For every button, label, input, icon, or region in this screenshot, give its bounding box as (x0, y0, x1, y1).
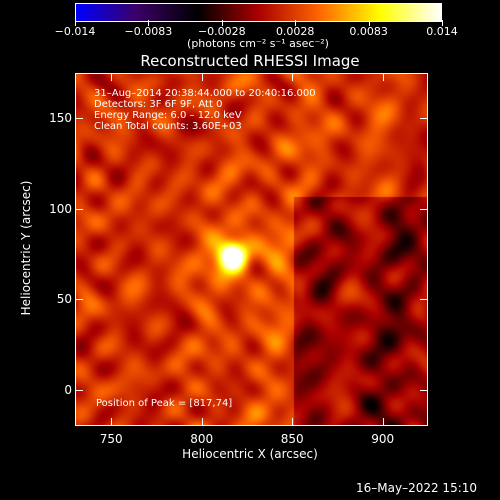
colorbar-tick-label: −0.0083 (124, 25, 173, 38)
colorbar-tick-label: −0.0028 (197, 25, 246, 38)
x-tick (382, 73, 384, 81)
y-tick-label: 0 (64, 382, 72, 397)
colorbar-tick (442, 20, 443, 26)
colorbar-tick (148, 20, 150, 26)
x-tick (201, 73, 203, 81)
x-tick (201, 418, 203, 426)
colorbar-tick-label: 0.0083 (349, 25, 388, 38)
colorbar-tick-label: −0.014 (54, 25, 96, 38)
y-axis-label: Heliocentric Y (arcsec) (19, 180, 33, 316)
annotation-energy: Energy Range: 6.0 – 12.0 keV (94, 110, 242, 121)
colorbar-tick (221, 20, 223, 26)
annotation-detectors: Detectors: 3F 6F 9F, Att 0 (94, 99, 223, 110)
y-tick (420, 208, 428, 210)
colorbar-tick-label: 0.0028 (275, 25, 315, 38)
x-tick (111, 418, 113, 426)
y-tick-label: 50 (56, 292, 72, 307)
x-tick-label: 800 (190, 432, 214, 446)
chart-title: Reconstructed RHESSI Image (140, 52, 360, 70)
x-tick (292, 418, 294, 426)
plot-area: 31–Aug–2014 20:38:44.000 to 20:40:16.000… (75, 73, 428, 426)
y-tick (75, 389, 83, 391)
colorbar-units: (photons cm⁻² s⁻¹ asec⁻²) (187, 37, 329, 50)
y-tick (75, 299, 83, 301)
y-tick (420, 118, 428, 120)
x-tick-label: 850 (280, 432, 304, 446)
annotation-peak: Position of Peak = [817,74] (96, 398, 233, 409)
colorbar (75, 3, 442, 22)
y-tick (75, 208, 83, 210)
x-tick (382, 418, 384, 426)
x-tick (111, 73, 113, 81)
y-tick-label: 150 (49, 111, 72, 126)
colorbar-tick-label: 0.014 (426, 25, 458, 38)
x-tick-label: 900 (371, 432, 395, 446)
colorbar-tick (75, 20, 76, 26)
heatmap-image (76, 74, 427, 425)
colorbar-tick (368, 20, 370, 26)
y-tick (420, 299, 428, 301)
x-tick (292, 73, 294, 81)
colorbar-tick (295, 20, 297, 26)
y-tick (420, 389, 428, 391)
footer-date: 16–May–2022 15:10 (356, 481, 478, 495)
x-tick-label: 750 (99, 432, 123, 446)
x-axis-label: Heliocentric X (arcsec) (182, 447, 318, 461)
annotation-clean: Clean Total counts: 3.60E+03 (94, 121, 242, 132)
y-tick-label: 100 (49, 201, 72, 216)
annotation-time: 31–Aug–2014 20:38:44.000 to 20:40:16.000 (94, 88, 316, 99)
y-tick (75, 118, 83, 120)
